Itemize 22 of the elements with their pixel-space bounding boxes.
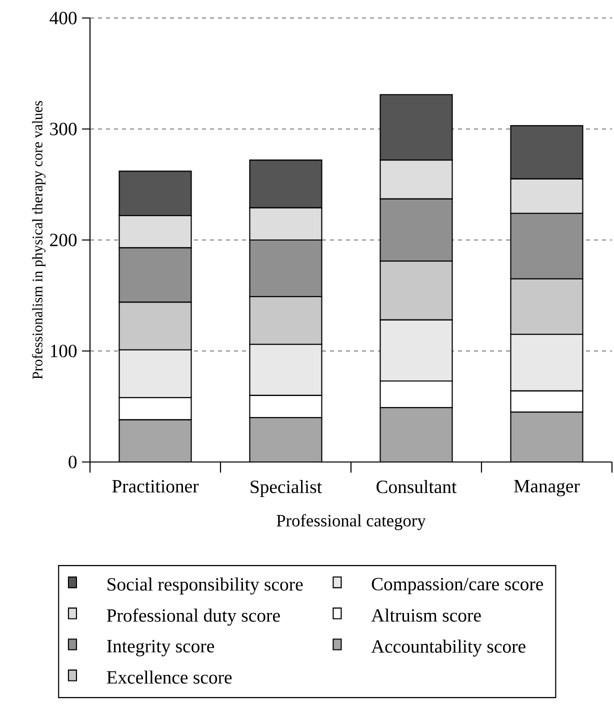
bar	[119, 420, 192, 462]
legend-label: Social responsibility score	[108, 578, 303, 595]
x-tick-label: Specialist	[250, 480, 322, 497]
legend-label: Compassion/care score	[372, 578, 544, 594]
y-tick-label: 100	[50, 344, 77, 358]
x-tick-label: Practitioner	[112, 480, 199, 493]
y-tick-label: 0	[68, 456, 77, 468]
bar	[510, 412, 584, 462]
legend-label: Integrity score	[107, 640, 214, 656]
bar	[380, 408, 452, 462]
legend-label: Altruism score	[371, 608, 481, 622]
y-tick-label: 300	[50, 122, 77, 136]
legend-label: Professional duty score	[106, 608, 280, 626]
x-tick-label: Consultant	[376, 480, 457, 494]
y-axis-title: Professionalism in physical therapy core values	[32, 101, 46, 380]
x-axis-title: Professional category	[276, 514, 426, 530]
legend-label: Accountability score	[371, 640, 526, 657]
y-tick-label: 400	[50, 12, 77, 24]
x-tick-label: Manager	[514, 480, 580, 496]
bar	[250, 418, 322, 462]
legend-label: Excellence score	[106, 670, 232, 684]
y-tick-label: 200	[50, 234, 77, 246]
